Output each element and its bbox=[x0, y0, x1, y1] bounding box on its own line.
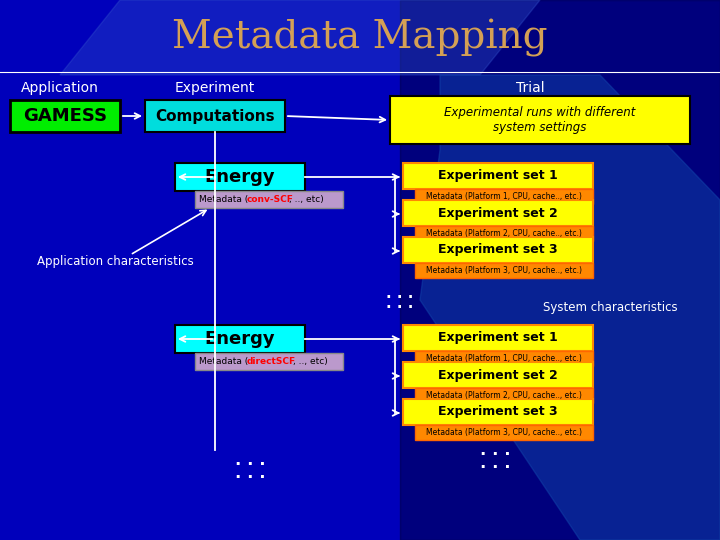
Text: System characteristics: System characteristics bbox=[543, 300, 678, 314]
FancyBboxPatch shape bbox=[145, 100, 285, 132]
Text: . . .: . . . bbox=[387, 295, 414, 310]
Polygon shape bbox=[400, 0, 720, 540]
FancyBboxPatch shape bbox=[403, 200, 593, 226]
Text: GAMESS: GAMESS bbox=[23, 107, 107, 125]
Text: Computations: Computations bbox=[156, 109, 275, 124]
Text: Metadata Mapping: Metadata Mapping bbox=[172, 19, 548, 57]
Text: , .., etc): , .., etc) bbox=[289, 195, 324, 204]
FancyBboxPatch shape bbox=[415, 425, 593, 440]
FancyBboxPatch shape bbox=[175, 163, 305, 191]
Text: . . .: . . . bbox=[235, 464, 265, 482]
Text: . . .: . . . bbox=[235, 451, 265, 469]
Text: Metadata (Platform 2, CPU, cache.., etc.): Metadata (Platform 2, CPU, cache.., etc.… bbox=[426, 229, 582, 238]
Text: Experimental runs with different
system settings: Experimental runs with different system … bbox=[444, 106, 636, 134]
Text: Metadata (Platform 3, CPU, cache.., etc.): Metadata (Platform 3, CPU, cache.., etc.… bbox=[426, 266, 582, 275]
Text: Metadata (Platform 1, CPU, cache.., etc.): Metadata (Platform 1, CPU, cache.., etc.… bbox=[426, 192, 582, 201]
FancyBboxPatch shape bbox=[415, 189, 593, 204]
FancyBboxPatch shape bbox=[10, 100, 120, 132]
FancyBboxPatch shape bbox=[415, 226, 593, 241]
Text: Experiment set 2: Experiment set 2 bbox=[438, 206, 558, 219]
Polygon shape bbox=[420, 75, 720, 540]
Text: Metadata (: Metadata ( bbox=[199, 195, 248, 204]
FancyBboxPatch shape bbox=[195, 191, 343, 208]
Text: Experiment set 2: Experiment set 2 bbox=[438, 368, 558, 381]
Text: . . .: . . . bbox=[480, 441, 510, 459]
Polygon shape bbox=[60, 0, 540, 75]
Text: . . .: . . . bbox=[480, 454, 510, 472]
Text: . . .: . . . bbox=[387, 286, 414, 300]
FancyBboxPatch shape bbox=[403, 237, 593, 263]
Text: Application characteristics: Application characteristics bbox=[37, 255, 194, 268]
Text: Metadata (Platform 3, CPU, cache.., etc.): Metadata (Platform 3, CPU, cache.., etc.… bbox=[426, 428, 582, 437]
Text: Metadata (: Metadata ( bbox=[199, 357, 248, 366]
Text: , .., etc): , .., etc) bbox=[293, 357, 328, 366]
Text: directSCF: directSCF bbox=[247, 357, 296, 366]
Text: Experiment set 3: Experiment set 3 bbox=[438, 244, 558, 256]
Text: Experiment: Experiment bbox=[175, 81, 255, 95]
Text: Metadata (Platform 1, CPU, cache.., etc.): Metadata (Platform 1, CPU, cache.., etc.… bbox=[426, 354, 582, 363]
FancyBboxPatch shape bbox=[403, 163, 593, 189]
Text: Energy: Energy bbox=[204, 330, 275, 348]
Text: conv-SCF: conv-SCF bbox=[247, 195, 294, 204]
Text: Metadata (Platform 2, CPU, cache.., etc.): Metadata (Platform 2, CPU, cache.., etc.… bbox=[426, 391, 582, 400]
Text: Application: Application bbox=[21, 81, 99, 95]
FancyBboxPatch shape bbox=[403, 399, 593, 425]
FancyBboxPatch shape bbox=[403, 325, 593, 351]
FancyBboxPatch shape bbox=[175, 325, 305, 353]
Text: Experiment set 1: Experiment set 1 bbox=[438, 332, 558, 345]
FancyBboxPatch shape bbox=[403, 362, 593, 388]
FancyBboxPatch shape bbox=[415, 263, 593, 278]
FancyBboxPatch shape bbox=[390, 96, 690, 144]
Text: Energy: Energy bbox=[204, 168, 275, 186]
FancyBboxPatch shape bbox=[195, 353, 343, 370]
Text: Experiment set 3: Experiment set 3 bbox=[438, 406, 558, 419]
Text: Trial: Trial bbox=[516, 81, 544, 95]
Text: Experiment set 1: Experiment set 1 bbox=[438, 170, 558, 183]
FancyBboxPatch shape bbox=[415, 351, 593, 366]
FancyBboxPatch shape bbox=[415, 388, 593, 403]
